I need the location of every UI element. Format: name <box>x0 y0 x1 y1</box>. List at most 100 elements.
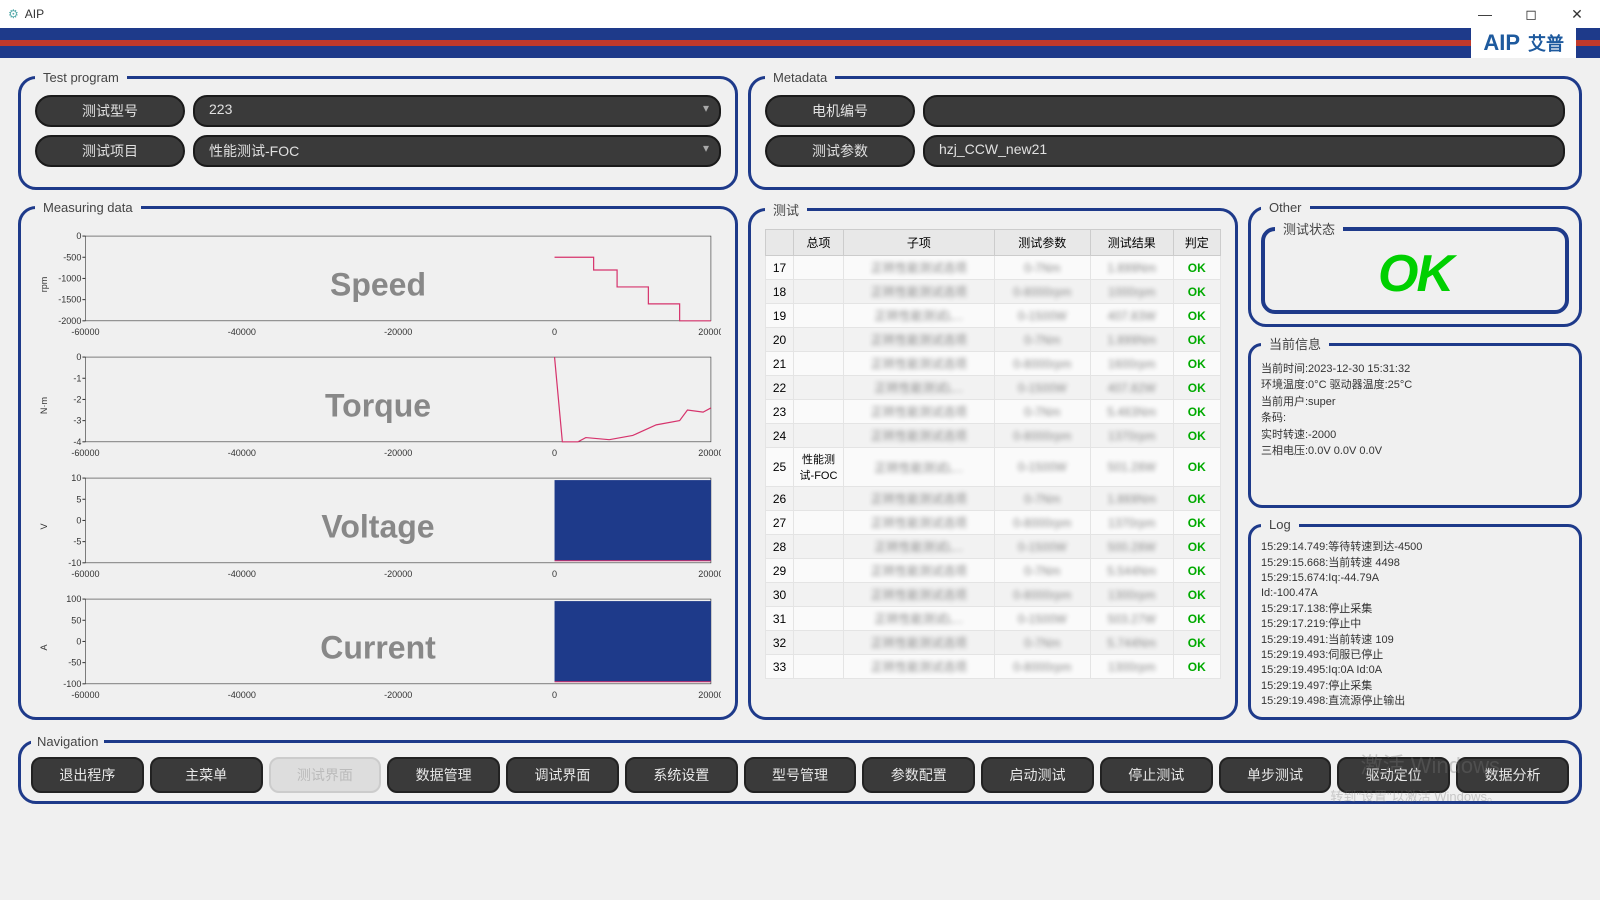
table-row[interactable]: 27正转性能测试选项0-8000rpm1370rpmOK <box>766 511 1221 535</box>
nav-停止测试[interactable]: 停止测试 <box>1100 757 1213 793</box>
brand-logo: AIP 艾普 <box>1471 28 1576 58</box>
table-row[interactable]: 28正转性能测试L...0-1500W500.28WOK <box>766 535 1221 559</box>
chart-torque: -4-3-2-10-60000-40000-20000020000N·mTorq… <box>35 346 721 465</box>
test-table-group: 测试 总项子项测试参数测试结果判定 17正转性能测试选项0-7Nm1.899Nm… <box>748 200 1238 720</box>
svg-text:rpm: rpm <box>39 277 49 293</box>
svg-text:-1500: -1500 <box>58 295 81 305</box>
col-header: 子项 <box>844 230 995 256</box>
table-row[interactable]: 23正转性能测试选项0-7Nm5.463NmOK <box>766 400 1221 424</box>
svg-text:-60000: -60000 <box>71 448 99 458</box>
watermark-sub: 转到"设置"以激活 Windows。 <box>1330 786 1500 805</box>
metadata-legend: Metadata <box>765 70 835 85</box>
log-line: 15:29:19.495:Iq:0A Id:0A <box>1261 663 1569 678</box>
status-box: 测试状态 OK <box>1261 219 1569 314</box>
log-line: 15:29:17.219:停止中 <box>1261 617 1569 632</box>
svg-text:0: 0 <box>552 448 557 458</box>
table-row[interactable]: 30正转性能测试选项0-8000rpm1300rpmOK <box>766 583 1221 607</box>
svg-text:-60000: -60000 <box>71 569 99 579</box>
svg-text:5: 5 <box>76 494 81 504</box>
close-button[interactable]: ✕ <box>1554 0 1600 28</box>
nav-参数配置[interactable]: 参数配置 <box>862 757 975 793</box>
svg-text:V: V <box>39 523 49 529</box>
nav-测试界面: 测试界面 <box>269 757 382 793</box>
table-row[interactable]: 19正转性能测试L...0-1500W407.83WOK <box>766 304 1221 328</box>
log-box[interactable]: Log 15:29:14.749:等待转速到达-450015:29:15.668… <box>1248 516 1582 720</box>
nav-启动测试[interactable]: 启动测试 <box>981 757 1094 793</box>
nav-数据管理[interactable]: 数据管理 <box>387 757 500 793</box>
app-icon: ⚙ <box>8 7 19 21</box>
col-header: 判定 <box>1173 230 1220 256</box>
nav-单步测试[interactable]: 单步测试 <box>1219 757 1332 793</box>
log-line: 15:29:19.493:伺服已停止 <box>1261 648 1569 663</box>
param-label: 测试参数 <box>765 135 915 167</box>
nav-主菜单[interactable]: 主菜单 <box>150 757 263 793</box>
log-line: 15:29:17.138:停止采集 <box>1261 602 1569 617</box>
table-row[interactable]: 26正转性能测试选项0-7Nm1.869NmOK <box>766 487 1221 511</box>
svg-text:-20000: -20000 <box>384 327 412 337</box>
nav-调试界面[interactable]: 调试界面 <box>506 757 619 793</box>
info-legend: 当前信息 <box>1261 335 1329 355</box>
svg-text:0: 0 <box>76 636 81 646</box>
test-program-group: Test program 测试型号 223 测试项目 性能测试-FOC <box>18 70 738 190</box>
info-line: 条码: <box>1261 410 1569 427</box>
titlebar: ⚙ AIP — ◻ ✕ <box>0 0 1600 28</box>
svg-text:-40000: -40000 <box>228 448 256 458</box>
svg-text:-1: -1 <box>73 373 81 383</box>
table-row[interactable]: 21正转性能测试选项0-8000rpm1600rpmOK <box>766 352 1221 376</box>
svg-text:10: 10 <box>71 473 81 483</box>
table-row[interactable]: 17正转性能测试选项0-7Nm1.899NmOK <box>766 256 1221 280</box>
model-select[interactable]: 223 <box>193 95 721 127</box>
table-row[interactable]: 22正转性能测试L...0-1500W407.82WOK <box>766 376 1221 400</box>
svg-text:0: 0 <box>552 690 557 700</box>
col-header: 测试参数 <box>994 230 1090 256</box>
other-group: Other 测试状态 OK <box>1248 200 1582 327</box>
svg-text:20000: 20000 <box>698 569 721 579</box>
table-row[interactable]: 32正转性能测试选项0-7Nm5.744NmOK <box>766 631 1221 655</box>
table-row[interactable]: 24正转性能测试选项0-8000rpm1370rpmOK <box>766 424 1221 448</box>
table-row[interactable]: 18正转性能测试选项0-8000rpm1000rpmOK <box>766 280 1221 304</box>
log-line: 15:29:15.674:Iq:-44.79A <box>1261 571 1569 586</box>
chart-speed: -2000-1500-1000-5000-60000-40000-2000002… <box>35 225 721 344</box>
svg-text:20000: 20000 <box>698 690 721 700</box>
info-line: 实时转速:-2000 <box>1261 427 1569 444</box>
svg-text:-40000: -40000 <box>228 327 256 337</box>
svg-text:-5: -5 <box>73 537 81 547</box>
motor-no-input[interactable] <box>923 95 1565 127</box>
svg-text:-40000: -40000 <box>228 569 256 579</box>
param-input[interactable]: hzj_CCW_new21 <box>923 135 1565 167</box>
log-line: 15:29:15.668:当前转速 4498 <box>1261 556 1569 571</box>
svg-text:-3: -3 <box>73 416 81 426</box>
svg-text:A: A <box>39 644 49 651</box>
svg-text:-2000: -2000 <box>58 316 81 326</box>
log-line: 15:29:14.749:等待转速到达-4500 <box>1261 540 1569 555</box>
info-line: 当前时间:2023-12-30 15:31:32 <box>1261 361 1569 378</box>
svg-text:-10: -10 <box>68 558 81 568</box>
watermark: 激活 Windows <box>1361 748 1500 780</box>
test-table-scroll[interactable]: 总项子项测试参数测试结果判定 17正转性能测试选项0-7Nm1.899NmOK1… <box>765 229 1221 707</box>
col-header: 总项 <box>794 230 844 256</box>
svg-text:-2: -2 <box>73 394 81 404</box>
svg-text:0: 0 <box>552 569 557 579</box>
table-row[interactable]: 29正转性能测试选项0-7Nm5.544NmOK <box>766 559 1221 583</box>
item-select[interactable]: 性能测试-FOC <box>193 135 721 167</box>
table-row[interactable]: 31正转性能测试L...0-1500W503.27WOK <box>766 607 1221 631</box>
maximize-button[interactable]: ◻ <box>1508 0 1554 28</box>
measuring-group: Measuring data -2000-1500-1000-5000-6000… <box>18 200 738 720</box>
chart-current: -100-50050100-60000-40000-20000020000ACu… <box>35 588 721 707</box>
table-row[interactable]: 20正转性能测试选项0-7Nm1.899NmOK <box>766 328 1221 352</box>
svg-text:0: 0 <box>76 352 81 362</box>
svg-text:-4: -4 <box>73 437 81 447</box>
chart-voltage: -10-50510-60000-40000-20000020000VVoltag… <box>35 467 721 586</box>
svg-text:0: 0 <box>552 327 557 337</box>
table-row[interactable]: 25性能测试-FOC正转性能测试L...0-1500W501.28WOK <box>766 448 1221 487</box>
nav-系统设置[interactable]: 系统设置 <box>625 757 738 793</box>
info-line: 环境温度:0°C 驱动器温度:25°C <box>1261 377 1569 394</box>
test-program-legend: Test program <box>35 70 127 85</box>
nav-退出程序[interactable]: 退出程序 <box>31 757 144 793</box>
log-line: 15:29:19.497:停止采集 <box>1261 679 1569 694</box>
minimize-button[interactable]: — <box>1462 0 1508 28</box>
logo-cn: 艾普 <box>1528 30 1564 56</box>
nav-型号管理[interactable]: 型号管理 <box>744 757 857 793</box>
other-legend: Other <box>1261 200 1310 215</box>
table-row[interactable]: 33正转性能测试选项0-8000rpm1300rpmOK <box>766 655 1221 679</box>
